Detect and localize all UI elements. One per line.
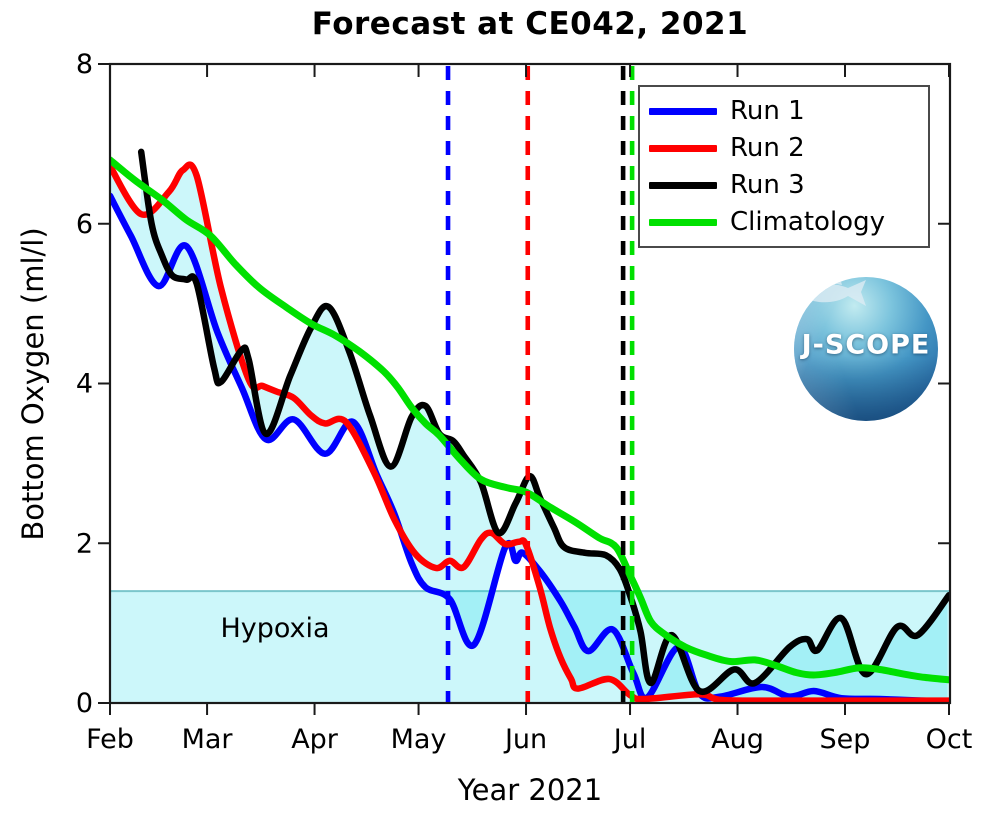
jscope-logo: J-SCOPE bbox=[794, 277, 938, 421]
y-tick-label: 8 bbox=[76, 49, 93, 80]
plot-clipped-content: Hypoxia bbox=[109, 148, 951, 704]
chart-title: Forecast at CE042, 2021 bbox=[311, 6, 749, 42]
climatology-line bbox=[109, 156, 951, 684]
legend-swatch bbox=[649, 218, 717, 226]
logo-text: J-SCOPE bbox=[801, 329, 931, 361]
x-tick-label: Sep bbox=[820, 724, 871, 755]
legend-item: Climatology bbox=[640, 209, 928, 235]
x-tick-label: Oct bbox=[926, 724, 973, 755]
legend-swatch bbox=[649, 181, 717, 189]
legend: Run 1 Run 2 Run 3 Climatology bbox=[638, 85, 930, 248]
legend-swatch bbox=[649, 144, 717, 152]
legend-label: Run 1 bbox=[730, 96, 805, 126]
legend-swatch bbox=[649, 107, 717, 115]
x-tick-label: May bbox=[391, 724, 447, 755]
x-tick-label: Apr bbox=[291, 724, 339, 755]
legend-label: Run 3 bbox=[730, 170, 805, 200]
hypoxia-label: Hypoxia bbox=[220, 613, 329, 644]
y-tick-label: 2 bbox=[76, 528, 93, 559]
legend-item: Run 1 bbox=[640, 98, 928, 124]
legend-label: Run 2 bbox=[730, 133, 805, 163]
y-tick-label: 4 bbox=[76, 369, 93, 400]
x-tick-label: Feb bbox=[86, 724, 134, 755]
run-1-line bbox=[109, 192, 951, 704]
x-tick-label: Aug bbox=[711, 724, 764, 755]
legend-label: Climatology bbox=[730, 207, 885, 237]
fish-icon bbox=[800, 278, 866, 306]
x-tick-label: Jul bbox=[612, 724, 647, 755]
y-tick-label: 0 bbox=[76, 688, 93, 719]
x-axis-label: Year 2021 bbox=[457, 773, 603, 807]
x-tick-label: Jun bbox=[503, 724, 547, 755]
legend-item: Run 3 bbox=[640, 172, 928, 198]
x-tick-label: Mar bbox=[182, 724, 234, 755]
legend-item: Run 2 bbox=[640, 135, 928, 161]
y-tick-label: 6 bbox=[76, 209, 93, 240]
run-3-line bbox=[137, 148, 951, 695]
